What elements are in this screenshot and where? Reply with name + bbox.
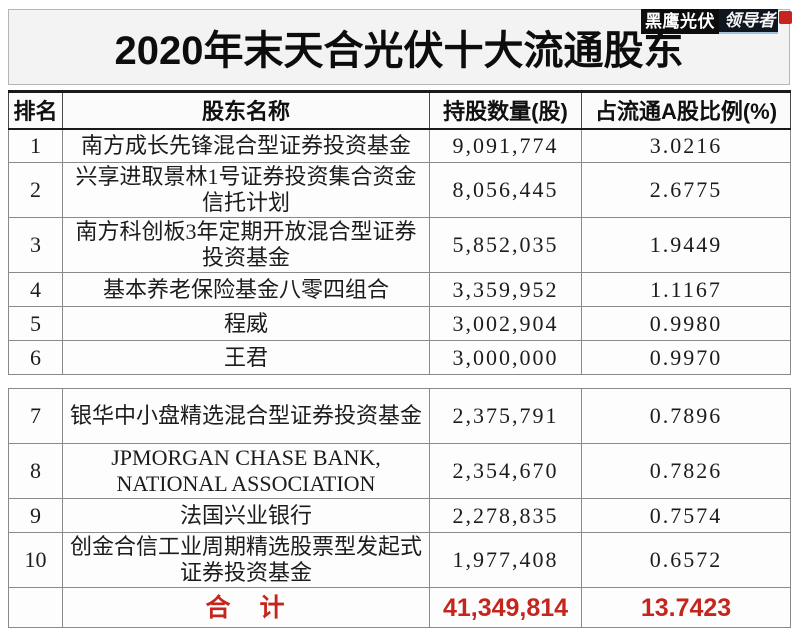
shares-cell: 8,056,445 — [429, 162, 582, 218]
table-row: 3 南方科创板3年定期开放混合型证券投资基金 5,852,035 1.9449 — [8, 217, 791, 273]
rank-cell: 5 — [8, 306, 63, 341]
shares-cell: 1,977,408 — [429, 532, 582, 588]
col-header-pct: 占流通A股比例(%) — [581, 90, 791, 130]
table-row: 1 南方成长先锋混合型证券投资基金 9,091,774 3.0216 — [8, 128, 791, 163]
table-header-row: 排名 股东名称 持股数量(股) 占流通A股比例(%) — [8, 90, 791, 130]
table-row: 10 创金合信工业周期精选股票型发起式证券投资基金 1,977,408 0.65… — [8, 532, 791, 588]
shareholder-name-cell: 兴享进取景林1号证券投资集合资金信托计划 — [62, 162, 430, 218]
table-row: 8 JPMORGAN CHASE BANK, NATIONAL ASSOCIAT… — [8, 443, 791, 499]
logo-brand-text: 黑鹰光伏 — [641, 9, 719, 34]
table-row: 4 基本养老保险基金八零四组合 3,359,952 1.1167 — [8, 272, 791, 307]
shares-cell: 3,359,952 — [429, 272, 582, 307]
shareholder-name-cell: 南方科创板3年定期开放混合型证券投资基金 — [62, 217, 430, 273]
shares-cell: 5,852,035 — [429, 217, 582, 273]
pct-cell: 0.9980 — [581, 306, 791, 341]
rank-cell: 8 — [8, 443, 63, 499]
shareholder-name-cell: 法国兴业银行 — [62, 498, 430, 533]
pct-cell: 3.0216 — [581, 128, 791, 163]
shares-cell: 3,000,000 — [429, 340, 582, 375]
pct-cell: 0.7826 — [581, 443, 791, 499]
rank-cell: 4 — [8, 272, 63, 307]
col-header-shares: 持股数量(股) — [429, 90, 582, 130]
shareholder-name-cell: 创金合信工业周期精选股票型发起式证券投资基金 — [62, 532, 430, 588]
table-row: 7 银华中小盘精选混合型证券投资基金 2,375,791 0.7896 — [8, 388, 791, 444]
shares-cell: 2,278,835 — [429, 498, 582, 533]
rank-cell: 9 — [8, 498, 63, 533]
table-row: 2 兴享进取景林1号证券投资集合资金信托计划 8,056,445 2.6775 — [8, 162, 791, 218]
shares-cell: 3,002,904 — [429, 306, 582, 341]
pct-cell: 1.9449 — [581, 217, 791, 273]
shareholder-name-cell: 王君 — [62, 340, 430, 375]
shareholder-name-cell: 基本养老保险基金八零四组合 — [62, 272, 430, 307]
rank-cell: 6 — [8, 340, 63, 375]
pct-cell: 1.1167 — [581, 272, 791, 307]
shareholder-name-cell: 银华中小盘精选混合型证券投资基金 — [62, 388, 430, 444]
shares-cell: 2,375,791 — [429, 388, 582, 444]
pct-cell: 0.9970 — [581, 340, 791, 375]
pct-cell: 0.7574 — [581, 498, 791, 533]
total-rank-cell-empty — [8, 587, 63, 628]
logo-badge-icon — [779, 11, 792, 24]
pct-cell: 2.6775 — [581, 162, 791, 218]
shareholders-table-bottom: 7 银华中小盘精选混合型证券投资基金 2,375,791 0.7896 8 JP… — [8, 388, 791, 628]
rank-cell: 7 — [8, 388, 63, 444]
logo-tagline-text: 领导者 — [719, 9, 778, 34]
table-row: 9 法国兴业银行 2,278,835 0.7574 — [8, 498, 791, 533]
rank-cell: 2 — [8, 162, 63, 218]
rank-cell: 3 — [8, 217, 63, 273]
site-logo: 黑鹰光伏 领导者 — [641, 9, 792, 34]
col-header-rank: 排名 — [8, 90, 63, 130]
page-title: 2020年末天合光伏十大流通股东 — [114, 29, 684, 73]
shareholder-name-cell: 程威 — [62, 306, 430, 341]
shareholder-name-cell: JPMORGAN CHASE BANK, NATIONAL ASSOCIATIO… — [62, 443, 430, 499]
shareholders-table-top: 排名 股东名称 持股数量(股) 占流通A股比例(%) 1 南方成长先锋混合型证券… — [8, 90, 791, 375]
total-shares-cell: 41,349,814 — [429, 587, 582, 628]
total-pct-cell: 13.7423 — [581, 587, 791, 628]
table-row: 5 程威 3,002,904 0.9980 — [8, 306, 791, 341]
total-row: 合 计 41,349,814 13.7423 — [8, 587, 791, 628]
col-header-name: 股东名称 — [62, 90, 430, 130]
table-row: 6 王君 3,000,000 0.9970 — [8, 340, 791, 375]
pct-cell: 0.7896 — [581, 388, 791, 444]
shares-cell: 2,354,670 — [429, 443, 582, 499]
rank-cell: 10 — [8, 532, 63, 588]
rank-cell: 1 — [8, 128, 63, 163]
pct-cell: 0.6572 — [581, 532, 791, 588]
shares-cell: 9,091,774 — [429, 128, 582, 163]
shareholder-name-cell: 南方成长先锋混合型证券投资基金 — [62, 128, 430, 163]
total-label-cell: 合 计 — [62, 587, 430, 628]
